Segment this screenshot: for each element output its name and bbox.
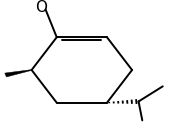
Polygon shape	[5, 70, 32, 77]
Text: O: O	[35, 0, 47, 15]
